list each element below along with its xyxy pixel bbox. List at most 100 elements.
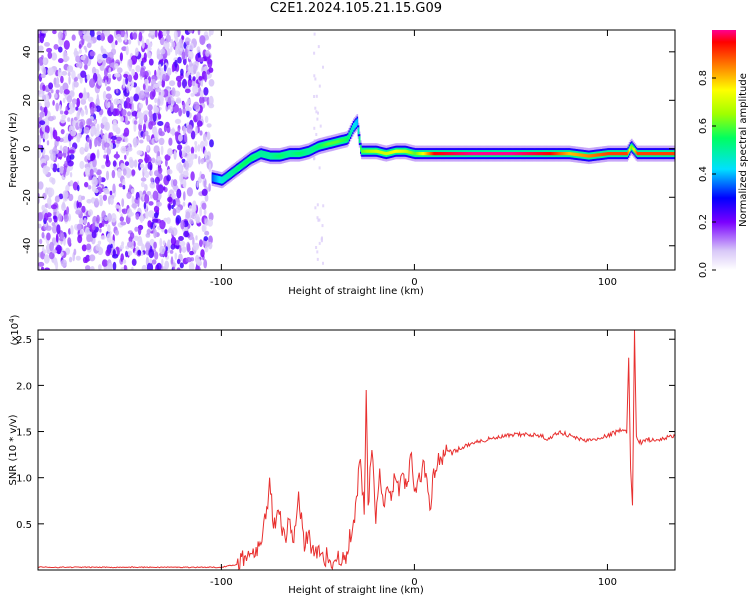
noise-speck [180,173,184,182]
ridge-segment [280,154,282,158]
ridge-segment [468,152,471,156]
noise-speck [175,99,182,104]
noise-speck [183,230,190,238]
noise-speck [206,96,210,106]
ridge-segment [241,163,244,167]
snr-y-tick-label: 2.5 [16,335,32,346]
noise-speck [44,267,50,270]
ridge-segment [348,134,350,138]
noise-speck [79,146,85,155]
ridge-segment [226,174,229,178]
noise-speck [150,177,154,183]
ridge-segment [480,152,482,156]
ridge-segment [379,150,382,154]
noise-speck [83,45,87,50]
noise-speck [75,55,81,63]
ridge-segment [650,152,653,156]
noise-speck [162,73,167,82]
noise-speck [193,64,198,72]
ridge-segment [253,155,255,159]
ridge-segment [287,152,289,156]
ridge-segment [336,140,339,144]
noise-speck [76,111,80,120]
noise-speck [101,259,108,267]
ridge-segment [477,152,479,156]
ridge-segment [275,154,277,158]
noise-speck [59,104,62,112]
ridge-segment [225,175,228,179]
noise-speck [134,226,139,232]
noise-speck [205,241,211,247]
noise-speck [152,218,159,223]
noise-speck [208,79,215,87]
ridge-segment [332,141,334,145]
noise-speck [204,139,208,147]
ridge-segment [309,149,311,153]
noise-speck [94,188,99,194]
noise-speck [112,160,117,167]
ridge-segment [482,152,485,156]
noise-speck [108,67,111,74]
noise-speck [78,218,84,225]
noise-speck [104,121,110,131]
ridge-segment [276,154,279,158]
noise-speck [187,78,193,88]
noise-speck [60,117,66,124]
noise-speck [80,109,85,117]
ridge-segment [272,154,274,158]
noise-speck [179,245,182,254]
noise-speck [70,90,73,95]
noise-speck [89,78,96,88]
noise-speck [150,170,154,176]
ridge-segment [248,158,251,162]
noise-speck [122,132,129,137]
ridge-segment [326,142,328,146]
noise-speck [78,48,82,54]
noise-speck [322,65,324,69]
noise-speck [194,82,198,90]
noise-speck [41,232,45,239]
noise-speck [56,224,61,235]
noise-speck [96,53,103,64]
noise-speck [169,249,174,254]
ridge-segment [556,152,559,156]
noise-speck [166,174,171,182]
noise-speck [106,86,111,92]
spectrogram-panel: -100 0 100 -40 -20 0 20 40 Height of straight l… [8,29,676,297]
noise-speck [170,243,176,250]
ridge-segment [537,152,539,156]
noise-speck [96,214,100,224]
ridge-segment [517,152,520,156]
ridge-segment [575,152,577,157]
noise-speck [191,80,196,87]
noise-speck [65,184,70,192]
noise-speck [168,137,173,146]
ridge-segment [626,152,628,156]
noise-speck [175,215,182,224]
noise-speck [170,45,173,53]
noise-speck [51,204,57,210]
noise-speck [317,218,320,222]
ridge-segment [466,152,469,156]
ridge-segment [642,152,645,156]
ridge-segment [341,138,343,142]
noise-speck [137,249,142,256]
noise-speck [52,163,58,173]
noise-speck [48,82,54,90]
ridge-segment [382,151,384,155]
noise-speck [319,124,322,128]
noise-speck [122,184,126,190]
noise-speck [148,42,153,48]
noise-speck [89,51,96,57]
noise-speck [199,96,205,105]
spectrogram-x-label: Height of straight line (km) [288,286,424,297]
noise-speck [157,70,163,79]
noise-speck [91,222,96,231]
noise-speck [197,57,205,62]
noise-speck [89,168,94,177]
ridge-segment [351,127,354,131]
ridge-segment [565,152,567,156]
noise-speck [38,144,43,150]
noise-speck [314,77,317,81]
ridge-segment [656,152,659,156]
